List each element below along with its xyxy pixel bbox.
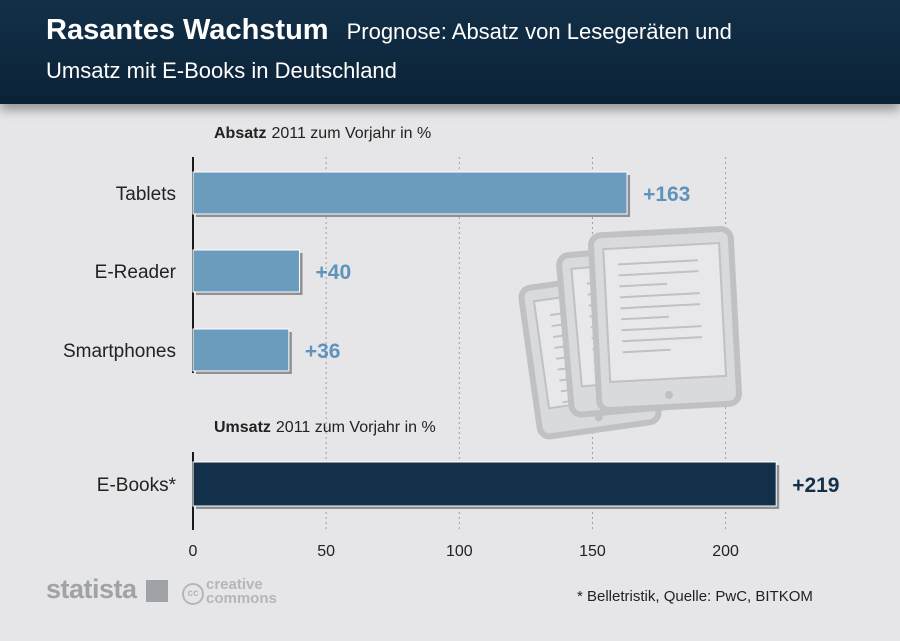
page-subtitle: Prognose: Absatz von Lesegeräten und	[346, 19, 732, 44]
tablet-ereader-illustration-icon	[518, 225, 742, 440]
tablet-outline	[588, 225, 742, 414]
data-label: +219	[792, 474, 839, 497]
x-tick-label: 50	[317, 543, 335, 560]
x-tick-label: 100	[446, 543, 473, 560]
bars	[192, 171, 780, 509]
group-heading: Umsatz 2011 zum Vorjahr in %	[214, 419, 436, 436]
bar	[192, 171, 628, 215]
data-label: +163	[643, 183, 690, 206]
data-label: +40	[316, 261, 352, 284]
header-line-1: Rasantes Wachstum Prognose: Absatz von Le…	[46, 14, 732, 47]
page-title: Rasantes Wachstum	[46, 14, 329, 46]
bar	[192, 249, 301, 293]
category-label: E-Reader	[95, 262, 177, 283]
source-note: * Belletristik, Quelle: PwC, BITKOM	[577, 588, 813, 605]
labels: 0 50 100 150 200 Absatz 2011 zum Vorjahr in % U…	[63, 125, 840, 560]
bar	[192, 461, 777, 507]
group-heading: Absatz 2011 zum Vorjahr in %	[214, 125, 431, 142]
statista-logo-mark-icon	[146, 580, 168, 602]
category-label: Tablets	[116, 184, 176, 205]
page-subtitle-continued: Umsatz mit E-Books in Deutschland	[46, 58, 397, 83]
creative-commons-icon: cc	[182, 583, 204, 605]
statista-logo: statista	[46, 574, 137, 604]
category-label: E-Books*	[97, 475, 177, 496]
category-label: Smartphones	[63, 341, 176, 362]
header-banner: Rasantes Wachstum Prognose: Absatz von Le…	[0, 0, 900, 104]
x-tick-label: 150	[579, 543, 606, 560]
x-tick-label: 200	[712, 543, 739, 560]
license-text: creative commons	[206, 576, 277, 607]
bar	[192, 328, 290, 372]
x-tick-label: 0	[189, 543, 198, 560]
data-label: +36	[305, 340, 341, 363]
